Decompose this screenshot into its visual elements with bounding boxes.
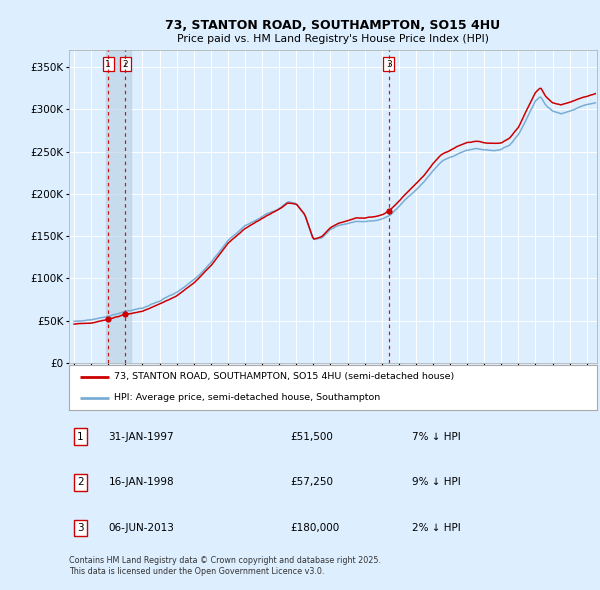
Text: £51,500: £51,500 — [291, 431, 334, 441]
Text: 9% ↓ HPI: 9% ↓ HPI — [412, 477, 461, 487]
Text: 1: 1 — [77, 431, 84, 441]
Text: Contains HM Land Registry data © Crown copyright and database right 2025.
This d: Contains HM Land Registry data © Crown c… — [69, 556, 381, 576]
Text: 31-JAN-1997: 31-JAN-1997 — [109, 431, 174, 441]
Text: 73, STANTON ROAD, SOUTHAMPTON, SO15 4HU: 73, STANTON ROAD, SOUTHAMPTON, SO15 4HU — [166, 19, 500, 32]
Text: 3: 3 — [77, 523, 84, 533]
Text: 2: 2 — [77, 477, 84, 487]
Text: £57,250: £57,250 — [291, 477, 334, 487]
Text: 1: 1 — [106, 60, 111, 68]
Text: 16-JAN-1998: 16-JAN-1998 — [109, 477, 174, 487]
Bar — [106, 50, 131, 363]
Text: 3: 3 — [386, 60, 392, 68]
Text: 2% ↓ HPI: 2% ↓ HPI — [412, 523, 461, 533]
Text: £180,000: £180,000 — [291, 523, 340, 533]
Text: 7% ↓ HPI: 7% ↓ HPI — [412, 431, 461, 441]
Text: 2: 2 — [122, 60, 128, 68]
Text: 06-JUN-2013: 06-JUN-2013 — [109, 523, 175, 533]
Text: 73, STANTON ROAD, SOUTHAMPTON, SO15 4HU (semi-detached house): 73, STANTON ROAD, SOUTHAMPTON, SO15 4HU … — [114, 372, 454, 381]
Text: HPI: Average price, semi-detached house, Southampton: HPI: Average price, semi-detached house,… — [114, 394, 380, 402]
Text: Price paid vs. HM Land Registry's House Price Index (HPI): Price paid vs. HM Land Registry's House … — [177, 34, 489, 44]
